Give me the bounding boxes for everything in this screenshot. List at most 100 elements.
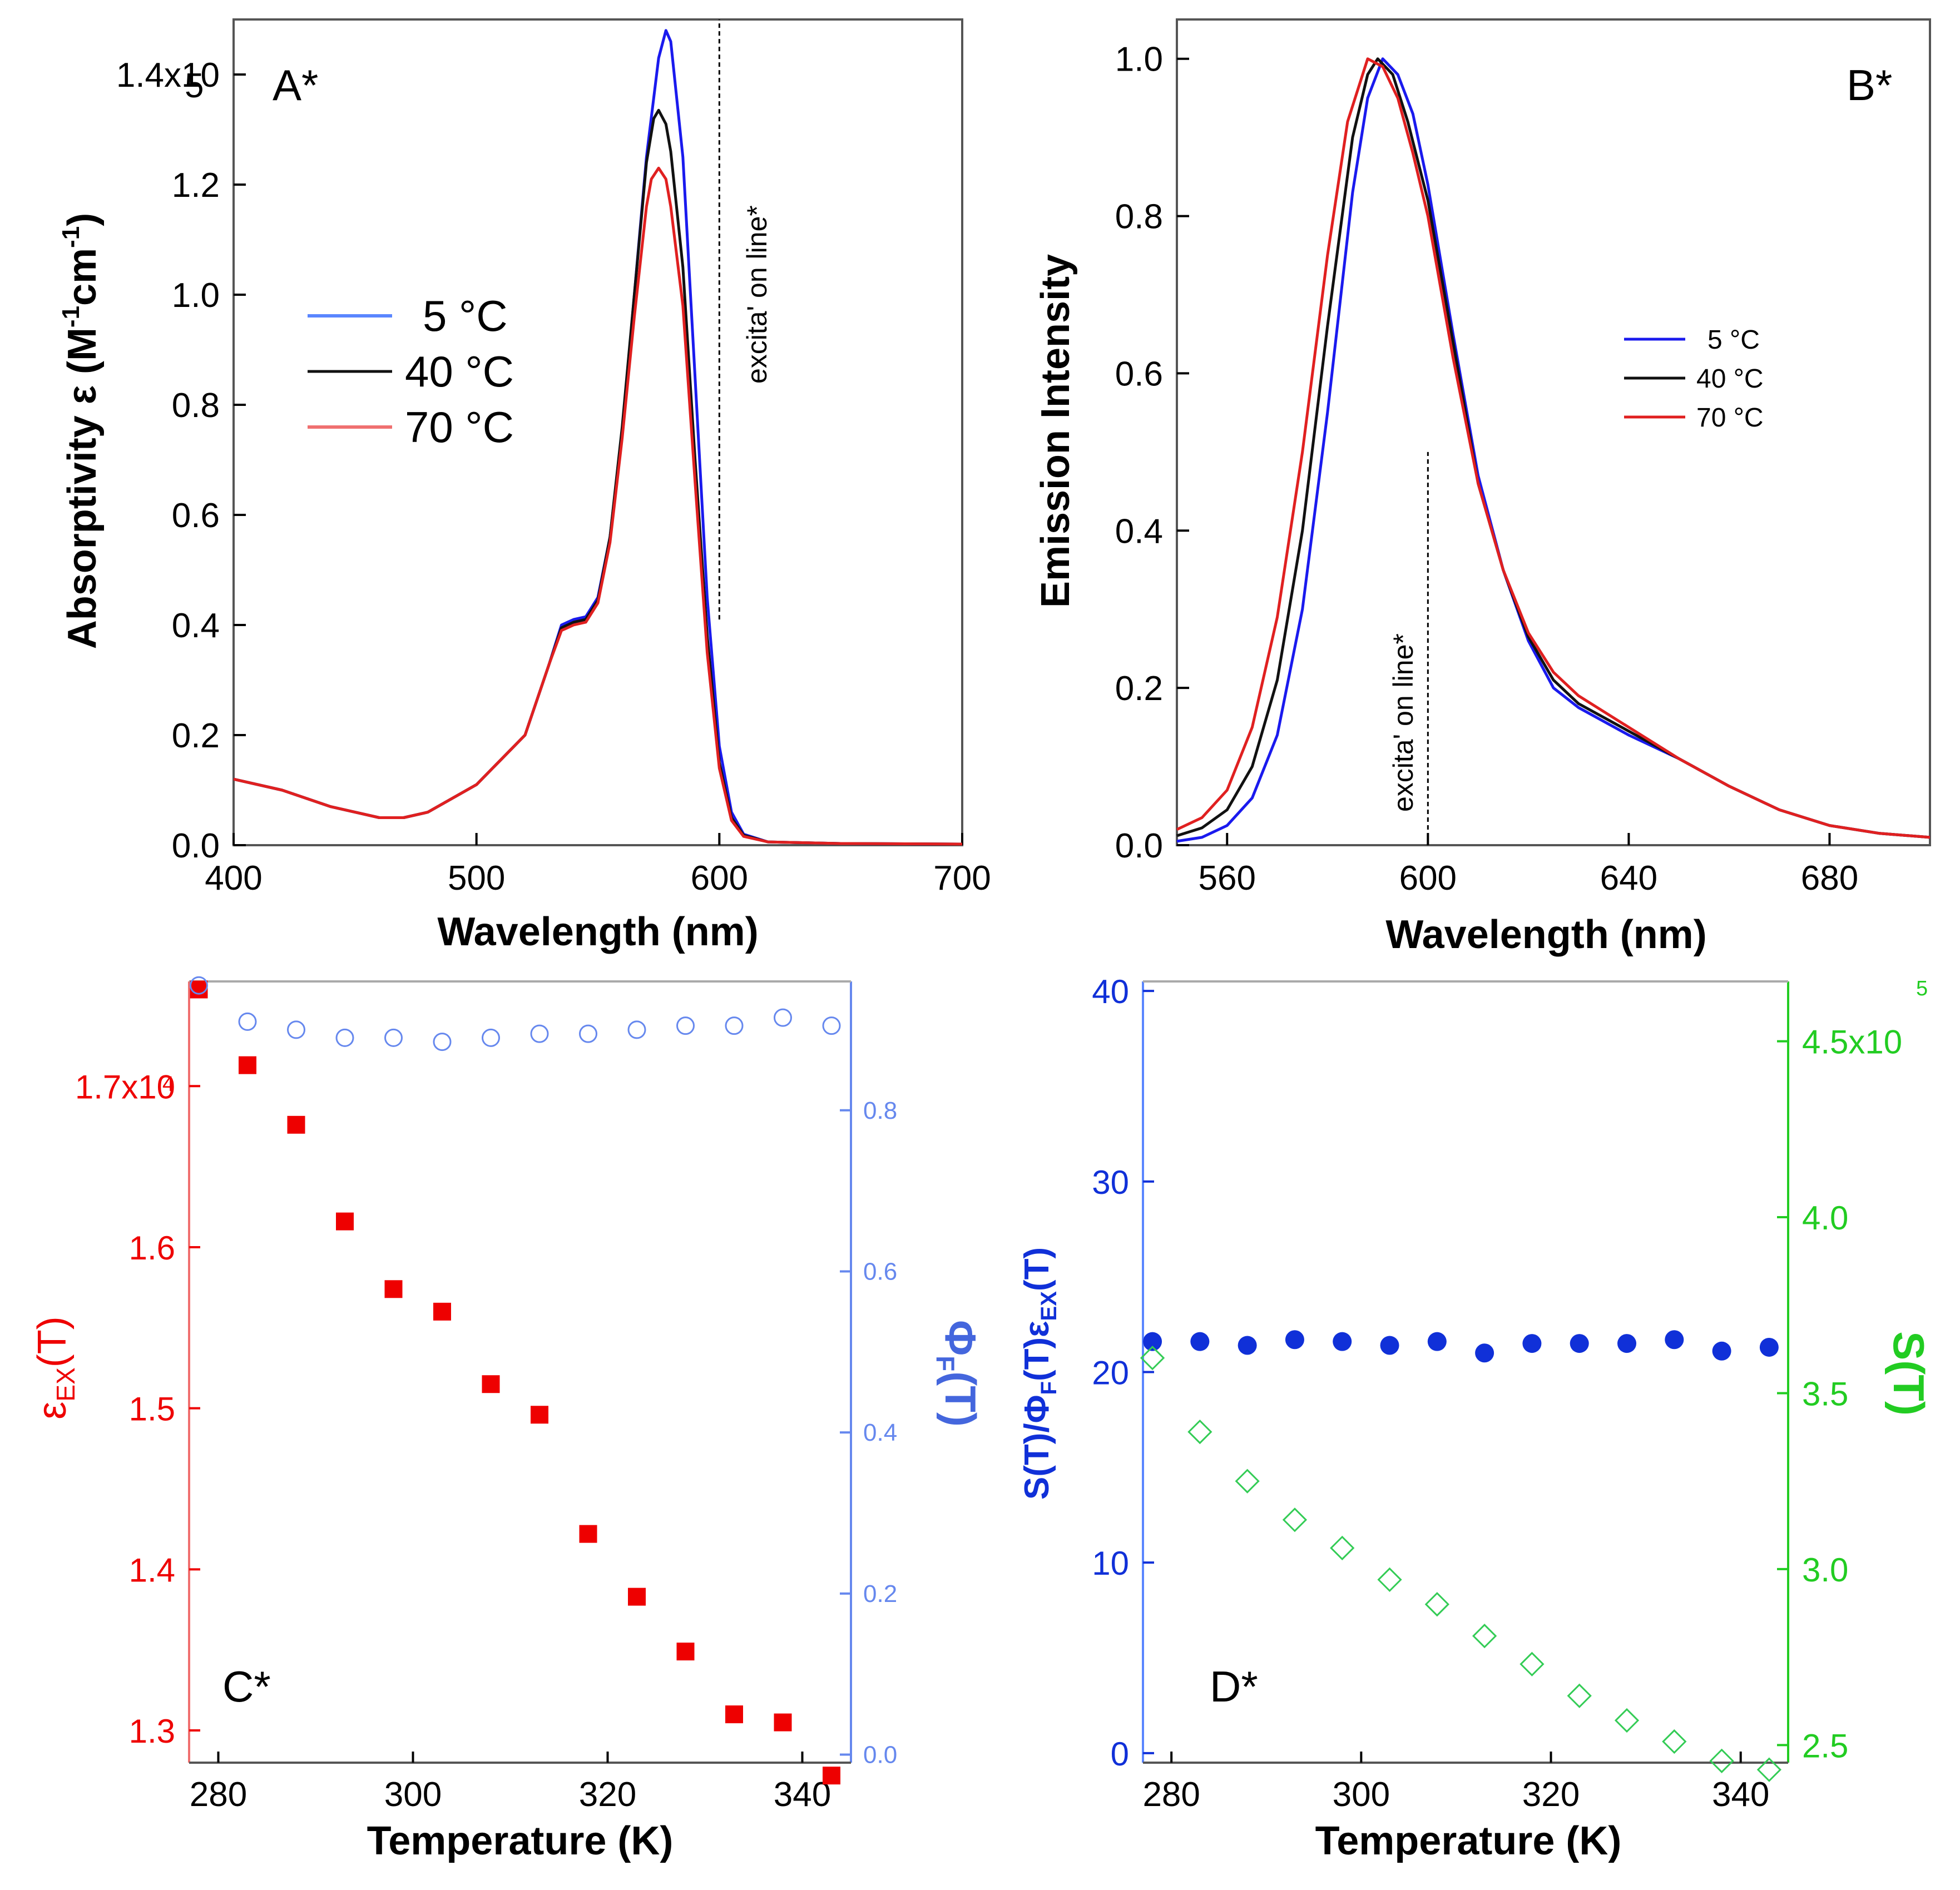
panel-d-x-axis-label: Temperature (K) [1315,1819,1622,1863]
panel-c-phi-point [433,1033,452,1051]
panel-c-right-label-sub: F [931,1356,960,1371]
panel-d-ratio-point [1759,1337,1779,1357]
panel-a-y-tick-exponent: 5 [185,67,204,105]
panel-c-epsilon-point [433,1302,451,1321]
panel-c-x-tick-label: 300 [384,1775,442,1814]
panel-d-left-label-mid: (T)ε [1018,1321,1056,1381]
panel-b-x-tick-label: 680 [1801,859,1858,897]
panel-c-phi-point [725,1016,744,1035]
panel-a-y-label-end: ) [60,213,105,226]
panel-d-ratio-point [1333,1332,1352,1351]
panel-d-left-tick-label: 40 [1092,973,1129,1010]
panel-d-ratio-point [1238,1336,1257,1355]
panel-d-ratio-point [1190,1332,1210,1351]
panel-c-temperature-chart: 280 300 320 340 1.31.41.51.61.7x10 0.00.20.… [30,976,985,1863]
panel-b-y-tick-label: 1.0 [1115,41,1163,79]
legend-label-70c: 70 °C [405,403,514,452]
panel-c-label: C* [222,1662,271,1711]
panel-c-x-axis-label: Temperature (K) [367,1819,674,1863]
panel-a-y-tick-label: 0.8 [172,386,220,425]
panel-d-right-tick-label: 4.0 [1802,1199,1848,1237]
panel-b-label: B* [1847,61,1892,110]
panel-a-series-line [233,108,963,846]
panel-d-ratio-point [1427,1332,1447,1351]
panel-d-left-tick-label: 30 [1092,1164,1129,1201]
panel-d-signal-point [1187,1419,1212,1445]
panel-c-epsilon-point [384,1280,403,1298]
panel-a-y-label-sup2: -1 [57,226,85,248]
panel-d-right-y-axis-label: S(T) [1884,1331,1933,1416]
legend-label-40c: 40 °C [405,347,514,396]
panel-d-signal-point [1377,1567,1402,1593]
panel-d-ratio-point [1712,1341,1731,1361]
panel-c-x-tick-label: 340 [774,1775,831,1814]
panel-c-phi-point [627,1020,646,1039]
panel-d-x-tick-label: 300 [1333,1775,1390,1814]
panel-c-right-tick-label: 0.2 [863,1580,897,1608]
panel-a-series-line [233,29,963,846]
panel-d-left-label-sub1: F [1037,1381,1061,1395]
panel-c-epsilon-point [774,1713,792,1732]
panel-c-left-tick-label: 1.3 [129,1713,175,1750]
panel-b-y-tick-label: 0.2 [1115,669,1163,708]
panel-c-epsilon-point [531,1406,548,1424]
panel-d-ratio-point [1665,1330,1684,1350]
panel-c-phi-point [287,1020,305,1039]
panel-d-left-tick-label: 20 [1092,1355,1129,1392]
panel-c-right-label-end: (T) [936,1371,985,1427]
panel-d-signal-point [1756,1757,1782,1782]
panel-a-y-tick-label: 0.6 [172,497,220,535]
panel-d-signal-point [1424,1592,1449,1617]
panel-a-series-line [233,166,963,846]
panel-d-right-tick-label: 3.5 [1802,1375,1848,1412]
panel-d-signal-point [1472,1624,1497,1649]
panel-d-right-y-ticks: 2.5 3.0 3.5 4.0 4.5x10 [1777,1024,1902,1764]
panel-b-x-tick-label: 560 [1199,859,1256,897]
panel-a-y-axis-label: Absorptivity ε (M-1cm-1) [57,213,105,649]
panel-d-ratio-point [1285,1330,1304,1350]
panel-b-series-line [1176,57,1931,839]
panel-a-x-axis-label: Wavelength (nm) [437,910,758,954]
panel-b-y-ticks: 0.0 0.2 0.4 0.6 0.8 1.0 [1115,41,1189,865]
panel-d-signal-point [1330,1535,1355,1561]
panel-a-y-tick-label: 0.4 [172,607,220,645]
panel-d-left-label-end: (T) [1018,1247,1056,1291]
panel-b-x-tick-label: 600 [1399,859,1457,897]
panel-d-x-tick-label: 280 [1142,1775,1200,1814]
panel-a-x-tick-label: 500 [448,859,505,897]
panel-a-y-tick-label: 0.0 [172,827,220,865]
panel-a-x-tick-label: 600 [691,859,748,897]
panel-d-right-tick-label: 4.5x10 [1802,1024,1902,1061]
panel-c-epsilon-point [725,1705,743,1724]
panel-c-right-y-axis-label: ΦF(T) [931,1320,985,1427]
panel-d-left-label-main: S(T)/Φ [1018,1395,1056,1500]
panel-c-left-label-sub: EX [51,1367,80,1401]
legend-label-5c: 5 °C [423,291,508,340]
panel-d-left-tick-label: 0 [1111,1735,1129,1773]
panel-a-y-tick-label: 1.0 [172,276,220,315]
panel-c-epsilon-point [190,980,208,999]
panel-a-y-tick-label: 0.2 [172,717,220,755]
panel-d-x-tick-label: 320 [1522,1775,1580,1814]
panel-a-x-tick-label: 400 [205,859,262,897]
panel-c-left-y-axis-label: εEX(T) [30,1316,80,1419]
panel-c-left-label-main: ε [30,1402,75,1420]
panel-c-epsilon-point [482,1375,500,1393]
panel-b-x-ticks: 560 600 640 680 [1199,833,1858,897]
panel-c-phi-point [530,1024,549,1043]
panel-a-x-ticks: 400 500 600 700 [205,833,991,897]
panel-d-signal-point [1140,1346,1165,1371]
panel-a-y-ticks: 0.0 0.2 0.4 0.6 0.8 1.0 1.2 1.4x10 [116,56,246,865]
panel-c-data-points [190,976,841,1785]
panel-d-left-y-axis-label: S(T)/ΦF(T)εEX(T) [1018,1247,1061,1500]
panel-c-left-y-ticks: 1.3 1.4 1.5 1.6 1.7x10 [75,1068,200,1750]
legend-label-70c: 70 °C [1696,403,1764,433]
panel-c-phi-point [676,1016,695,1035]
panel-d-signal-point [1709,1748,1734,1773]
panel-d-label: D* [1210,1662,1258,1711]
panel-d-left-label-sub2: EX [1037,1291,1061,1321]
panel-d-ratio-point [1143,1332,1162,1351]
panel-d-signal-point [1567,1683,1592,1708]
panel-c-right-tick-label: 0.4 [863,1419,897,1446]
